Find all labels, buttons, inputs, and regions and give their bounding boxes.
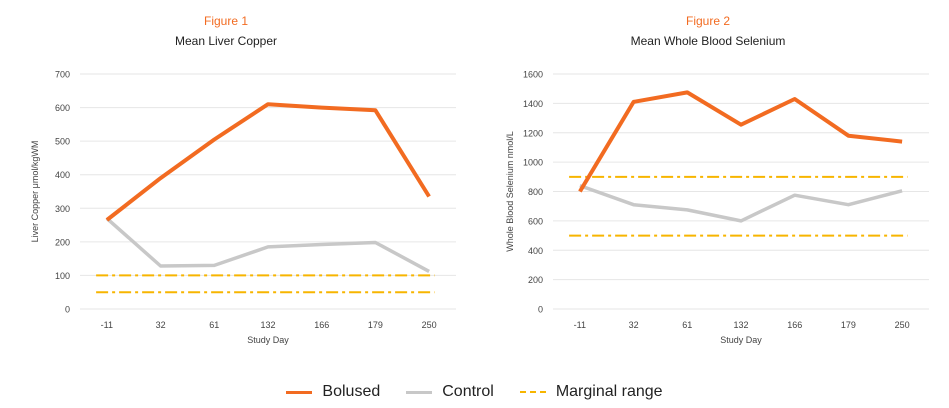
x-tick-label: 132 [733, 320, 748, 330]
legend-swatch-bolused [286, 390, 313, 394]
y-tick-label: 1600 [523, 70, 543, 80]
y-axis-label: Whole Blood Selenium nmol/L [505, 131, 515, 252]
figure-label: Figure 2 [686, 14, 730, 28]
chart-title: Mean Liver Copper [175, 34, 277, 48]
legend-swatch-marginal-range [519, 391, 546, 393]
series-line-control [105, 217, 430, 273]
y-tick-label: 200 [55, 237, 70, 247]
x-tick-label: 166 [314, 320, 329, 330]
series-line-bolused [105, 102, 431, 222]
y-tick-label: 300 [55, 204, 70, 214]
legend-swatch-control [406, 390, 433, 394]
y-tick-label: 600 [55, 103, 70, 113]
legend-label-bolused: Bolused [322, 383, 381, 400]
y-tick-label: 600 [528, 216, 543, 226]
x-tick-label: 179 [841, 320, 856, 330]
x-axis-label: Study Day [247, 335, 289, 345]
y-tick-label: 1200 [523, 128, 543, 138]
legend-label-marginal-range: Marginal range [555, 383, 663, 400]
x-tick-label: 32 [629, 320, 639, 330]
figure-label: Figure 1 [204, 14, 248, 28]
legend: Bolused Control Marginal range [0, 376, 949, 408]
y-tick-label: 100 [55, 271, 70, 281]
y-tick-label: 500 [55, 137, 70, 147]
x-tick-label: 61 [209, 320, 219, 330]
y-tick-label: 700 [55, 70, 70, 80]
y-tick-label: 200 [528, 275, 543, 285]
series-line-control [579, 183, 903, 223]
y-tick-label: 400 [55, 170, 70, 180]
chart-title: Mean Whole Blood Selenium [631, 34, 786, 48]
legend-item-bolused: Bolused [286, 383, 380, 401]
charts-canvas: Figure 1 Mean Liver Copper 0 100 200 300 400 50… [30, 14, 929, 345]
x-tick-label: -11 [101, 320, 113, 330]
series-line-bolused [578, 90, 903, 193]
y-axis-label: Liver Copper μmol/kgWM [30, 141, 40, 243]
x-tick-label: 32 [156, 320, 166, 330]
y-tick-label: 1000 [523, 158, 543, 168]
legend-item-marginal-range: Marginal range [519, 383, 663, 401]
y-tick-label: 0 [538, 305, 543, 315]
chart-1: Figure 1 Mean Liver Copper 0 100 200 300 400 50… [30, 14, 456, 345]
y-tick-label: 400 [528, 246, 543, 256]
legend-label-control: Control [442, 383, 494, 400]
legend-item-control: Control [406, 383, 494, 401]
x-tick-label: 166 [787, 320, 802, 330]
x-tick-label: 61 [682, 320, 692, 330]
x-tick-label: 250 [422, 320, 437, 330]
x-tick-label: 132 [260, 320, 275, 330]
x-tick-label: 250 [895, 320, 910, 330]
chart-2: Figure 2 Mean Whole Blood Selenium 0 200 400… [505, 14, 929, 345]
y-tick-label: 1400 [523, 99, 543, 109]
y-tick-label: 800 [528, 187, 543, 197]
y-tick-label: 0 [65, 305, 70, 315]
x-tick-label: -11 [574, 320, 586, 330]
x-axis-label: Study Day [720, 335, 762, 345]
x-tick-label: 179 [368, 320, 383, 330]
